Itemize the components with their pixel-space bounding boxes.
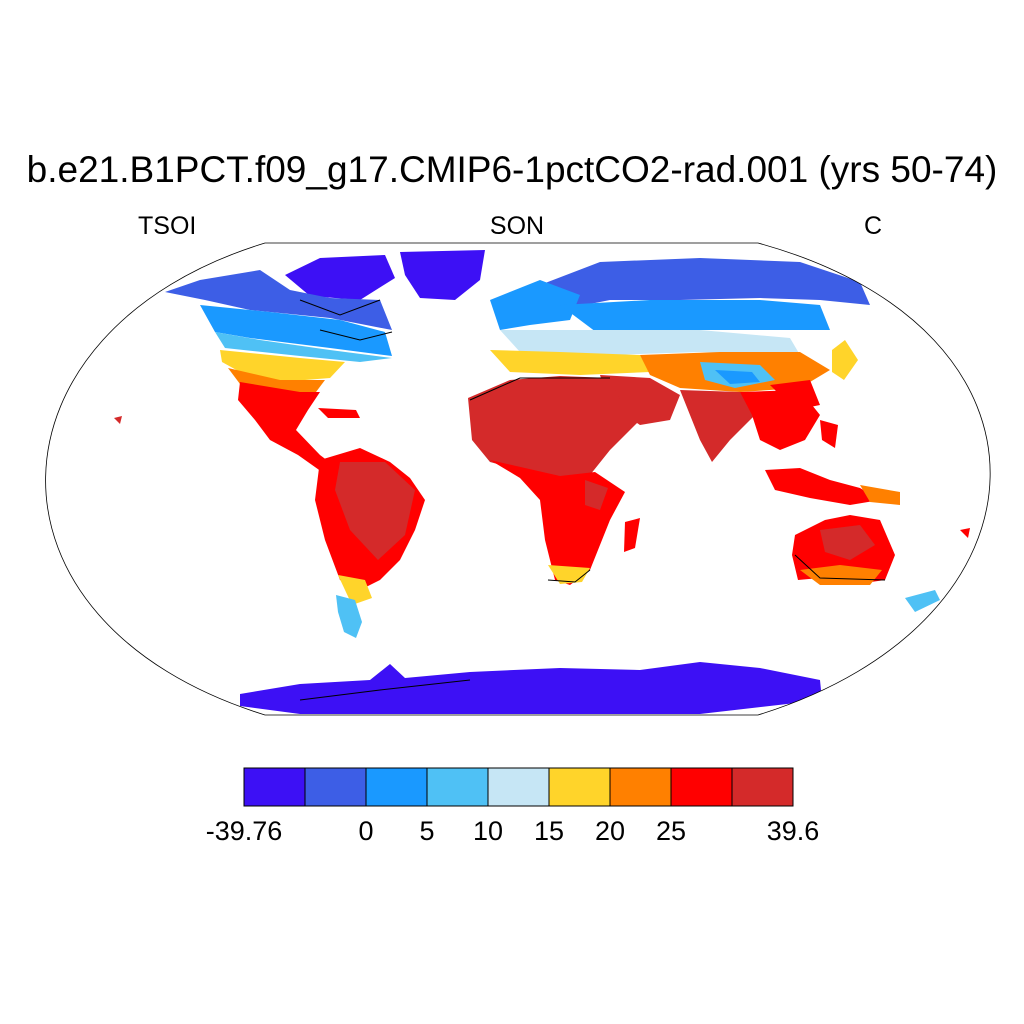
season-label: SON xyxy=(489,212,545,240)
plot-title: b.e21.B1PCT.f09_g17.CMIP6-1pctCO2-rad.00… xyxy=(26,149,998,190)
africa-south xyxy=(548,565,590,584)
colorbar-tick-label: 20 xyxy=(594,816,626,846)
eurasia-mild xyxy=(560,300,830,335)
south-america-south xyxy=(338,575,372,605)
africa-north xyxy=(468,376,640,478)
pacific-island xyxy=(960,528,970,538)
variable-label: TSOI xyxy=(138,212,197,240)
colorbar-swatch xyxy=(243,767,306,807)
india xyxy=(680,390,760,462)
colorbar-swatch xyxy=(487,767,550,807)
greenland xyxy=(400,250,485,300)
caribbean xyxy=(318,408,360,418)
colorbar-swatch xyxy=(609,767,672,807)
philippines xyxy=(820,420,838,448)
north-america-mild xyxy=(200,305,392,356)
hawaii xyxy=(114,416,122,424)
map-frame xyxy=(45,242,991,716)
australia-south xyxy=(800,565,882,585)
colorbar-tick-label: 39.6 xyxy=(766,816,820,846)
colorbar-swatch xyxy=(670,767,733,807)
colorbar-swatch xyxy=(548,767,611,807)
new-zealand xyxy=(905,590,940,612)
indonesia xyxy=(765,468,880,505)
colorbar-tick-label: 25 xyxy=(655,816,687,846)
colorbar-swatch xyxy=(426,767,489,807)
colorbar-tick-label: 10 xyxy=(472,816,504,846)
europe-mediterranean xyxy=(490,350,650,375)
eurasia-temperate xyxy=(500,330,800,355)
colorbar-swatch xyxy=(365,767,428,807)
antarctica xyxy=(240,662,822,714)
central-america xyxy=(238,382,340,472)
colorbar-swatch xyxy=(304,767,367,807)
middle-east xyxy=(600,375,680,425)
colorbar-tick-label: -39.76 xyxy=(205,816,283,846)
land-temperature-field xyxy=(114,250,970,714)
colorbar-swatch xyxy=(731,767,794,807)
patagonia xyxy=(336,595,362,638)
colorbar xyxy=(243,767,794,807)
china-east xyxy=(770,380,820,410)
japan xyxy=(832,340,858,380)
north-america-temperate xyxy=(215,332,392,362)
north-america-cool xyxy=(165,270,392,330)
eurasia-cold xyxy=(540,258,870,310)
australia-interior xyxy=(820,525,875,560)
south-america-interior xyxy=(335,462,415,560)
africa-highlands xyxy=(585,480,608,510)
north-america-cold xyxy=(285,255,395,300)
colorbar-tick-label: 5 xyxy=(419,816,435,846)
coastlines xyxy=(299,299,886,701)
tibet-core xyxy=(715,370,760,384)
colorbar-tick-label: 0 xyxy=(358,816,374,846)
new-guinea xyxy=(860,485,900,505)
colorbar-tick-label: 15 xyxy=(533,816,565,846)
europe-nordic xyxy=(490,280,580,330)
madagascar xyxy=(624,518,640,552)
units-label: C xyxy=(864,212,883,240)
